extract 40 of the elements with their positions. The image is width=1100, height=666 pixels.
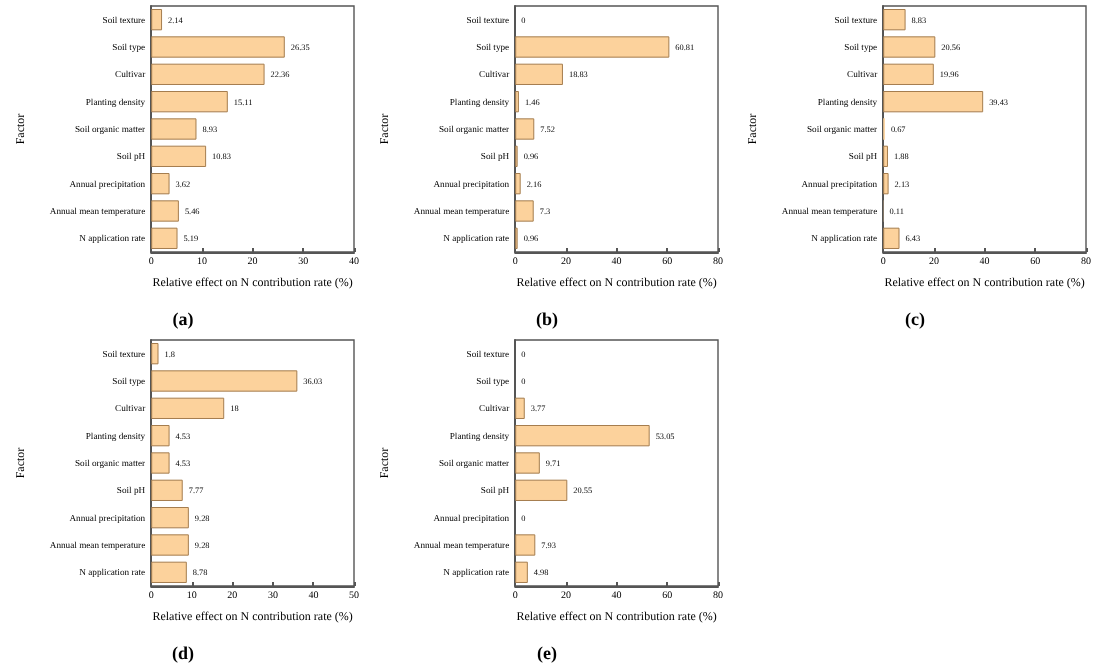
text: (a)	[172, 309, 194, 329]
bar	[151, 173, 170, 195]
bar	[883, 227, 900, 249]
bar	[151, 118, 197, 140]
bar	[515, 561, 528, 583]
bar	[151, 425, 170, 447]
bar	[151, 145, 207, 167]
bar	[515, 479, 568, 501]
bar	[515, 36, 670, 58]
bar	[151, 370, 298, 392]
bar	[151, 91, 228, 113]
bar	[151, 9, 163, 31]
bar	[883, 91, 984, 113]
bar	[515, 534, 536, 556]
bar	[151, 479, 183, 501]
bar	[883, 9, 906, 31]
bar	[515, 425, 650, 447]
bar	[515, 63, 563, 85]
bar	[151, 561, 187, 583]
bar	[151, 452, 170, 474]
bar	[883, 36, 936, 58]
bar	[151, 507, 189, 529]
bar	[515, 173, 521, 195]
text: (c)	[905, 309, 926, 329]
bar	[515, 200, 534, 222]
bar	[151, 227, 178, 249]
bar	[515, 452, 540, 474]
bar	[883, 63, 934, 85]
bar	[515, 397, 525, 419]
bar	[151, 36, 285, 58]
bar	[151, 534, 189, 556]
bar	[151, 200, 179, 222]
text: (e)	[537, 643, 558, 663]
bar	[151, 63, 265, 85]
bar	[883, 173, 889, 195]
bar	[151, 343, 159, 365]
text: (b)	[536, 309, 559, 329]
bar	[151, 397, 225, 419]
bar	[515, 118, 535, 140]
text: (d)	[172, 643, 195, 663]
